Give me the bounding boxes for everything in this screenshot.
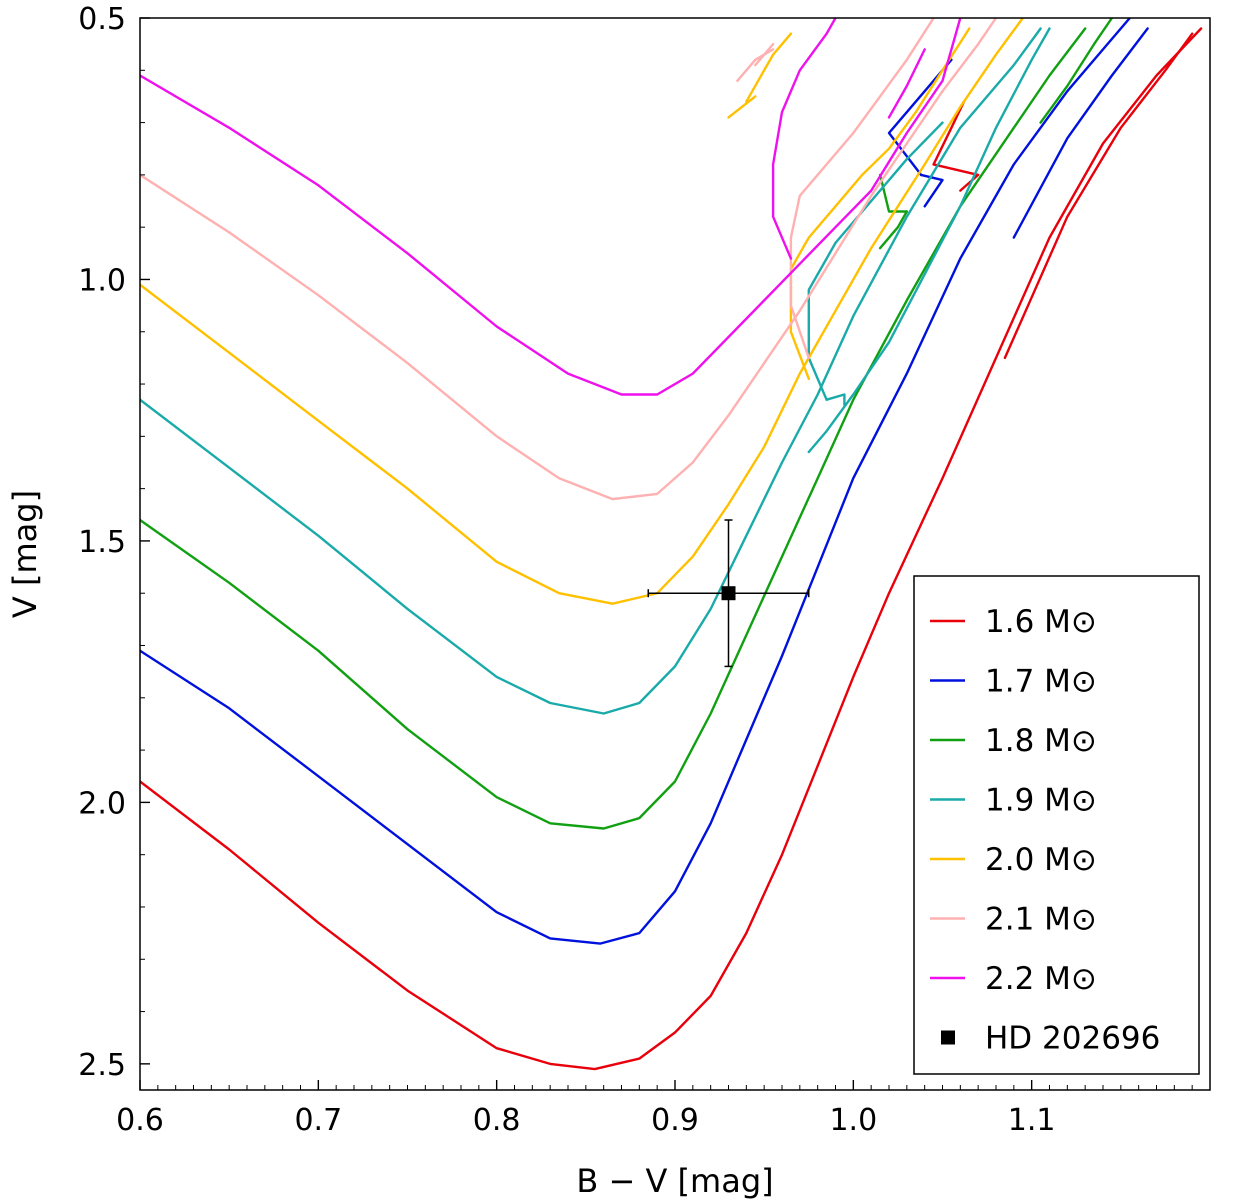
series-line — [140, 18, 962, 396]
legend-entry: 1.9 M⊙ — [930, 783, 1097, 819]
observation-point — [647, 519, 810, 668]
series-branch — [771, 18, 837, 260]
x-tick-label: 0.7 — [294, 1103, 342, 1138]
series-branch — [727, 95, 757, 119]
legend-label: 1.7 M⊙ — [985, 664, 1097, 700]
series-line — [140, 27, 1042, 715]
legend-entry: 2.1 M⊙ — [930, 902, 1097, 938]
legend-entry: 2.0 M⊙ — [930, 842, 1097, 878]
tick-labels: 0.6 0.7 0.8 0.9 1.0 1.1 0.5 1.0 1.5 2.0 2.5 — [78, 2, 1055, 1138]
x-tick-label: 1.1 — [1008, 1103, 1056, 1138]
legend-box — [913, 575, 1200, 1075]
y-axis-label: V [mag] — [6, 490, 44, 618]
legend: 1.6 M⊙ 1.7 M⊙ 1.8 M⊙ 1.9 M⊙ 2.0 M⊙ 2.1 M⊙ 2.2 … — [913, 575, 1200, 1075]
series-branch — [825, 393, 846, 407]
legend-entry: 1.7 M⊙ — [930, 664, 1097, 700]
series-branch — [1012, 27, 1149, 239]
series-3 — [140, 27, 1051, 715]
x-tick-label: 0.9 — [651, 1103, 699, 1138]
series-branch — [887, 48, 926, 119]
series-branch — [932, 100, 966, 166]
series-branch — [919, 173, 944, 208]
legend-entry: HD 202696 — [941, 1021, 1160, 1057]
series-line — [140, 18, 998, 501]
series-4 — [140, 18, 1024, 605]
legend-marker — [941, 1030, 955, 1045]
y-tick-label: 0.5 — [78, 2, 126, 37]
legend-label: 1.8 M⊙ — [985, 723, 1097, 759]
series-branch — [878, 210, 908, 250]
legend-entry: 1.6 M⊙ — [930, 604, 1097, 640]
legend-label: 2.2 M⊙ — [985, 961, 1097, 997]
series-0 — [140, 27, 1203, 1071]
x-tick-label: 0.6 — [116, 1103, 164, 1138]
series-line — [140, 18, 1024, 605]
y-tick-label: 2.5 — [78, 1048, 126, 1083]
x-axis-label: B − V [mag] — [576, 1162, 773, 1200]
series-6 — [140, 18, 962, 396]
x-tick-label: 1.0 — [829, 1103, 877, 1138]
series-5 — [140, 18, 998, 501]
legend-label: 2.0 M⊙ — [985, 842, 1097, 878]
legend-label: HD 202696 — [985, 1021, 1160, 1057]
series-branch — [745, 32, 793, 103]
x-tick-label: 0.8 — [473, 1103, 521, 1138]
legend-entry: 2.2 M⊙ — [930, 961, 1097, 997]
legend-entry: 1.8 M⊙ — [930, 723, 1097, 759]
series-branch — [807, 27, 1051, 454]
observation-marker — [721, 586, 736, 601]
axis-ticks — [139, 17, 1193, 1090]
series-branch — [1039, 18, 1114, 124]
isochrone-curves — [140, 18, 1203, 1071]
series-branch — [1003, 32, 1194, 360]
y-tick-label: 1.5 — [78, 525, 126, 560]
y-tick-label: 2.0 — [78, 786, 126, 821]
series-line — [140, 27, 1203, 1071]
series-branch — [932, 163, 980, 192]
series-line — [140, 18, 1131, 945]
legend-label: 1.9 M⊙ — [985, 783, 1097, 819]
series-branch — [789, 18, 935, 360]
legend-label: 1.6 M⊙ — [985, 604, 1097, 640]
series-branch — [878, 173, 908, 213]
y-tick-label: 1.0 — [78, 263, 126, 298]
legend-label: 2.1 M⊙ — [985, 902, 1097, 938]
series-branch — [754, 42, 775, 67]
